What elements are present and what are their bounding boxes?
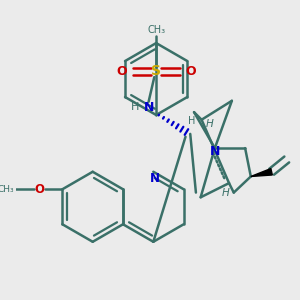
Text: N: N bbox=[210, 146, 220, 158]
Text: CH₃: CH₃ bbox=[0, 185, 14, 194]
Text: H: H bbox=[205, 118, 213, 128]
Polygon shape bbox=[251, 169, 272, 176]
Text: H: H bbox=[131, 102, 140, 112]
Text: H: H bbox=[221, 188, 229, 198]
Text: O: O bbox=[185, 65, 196, 78]
Text: CH₃: CH₃ bbox=[147, 25, 165, 35]
Text: O: O bbox=[117, 65, 128, 78]
Text: O: O bbox=[35, 183, 45, 196]
Text: H: H bbox=[188, 116, 196, 126]
Text: S: S bbox=[151, 64, 161, 79]
Text: N: N bbox=[150, 172, 160, 185]
Text: N: N bbox=[143, 101, 154, 114]
